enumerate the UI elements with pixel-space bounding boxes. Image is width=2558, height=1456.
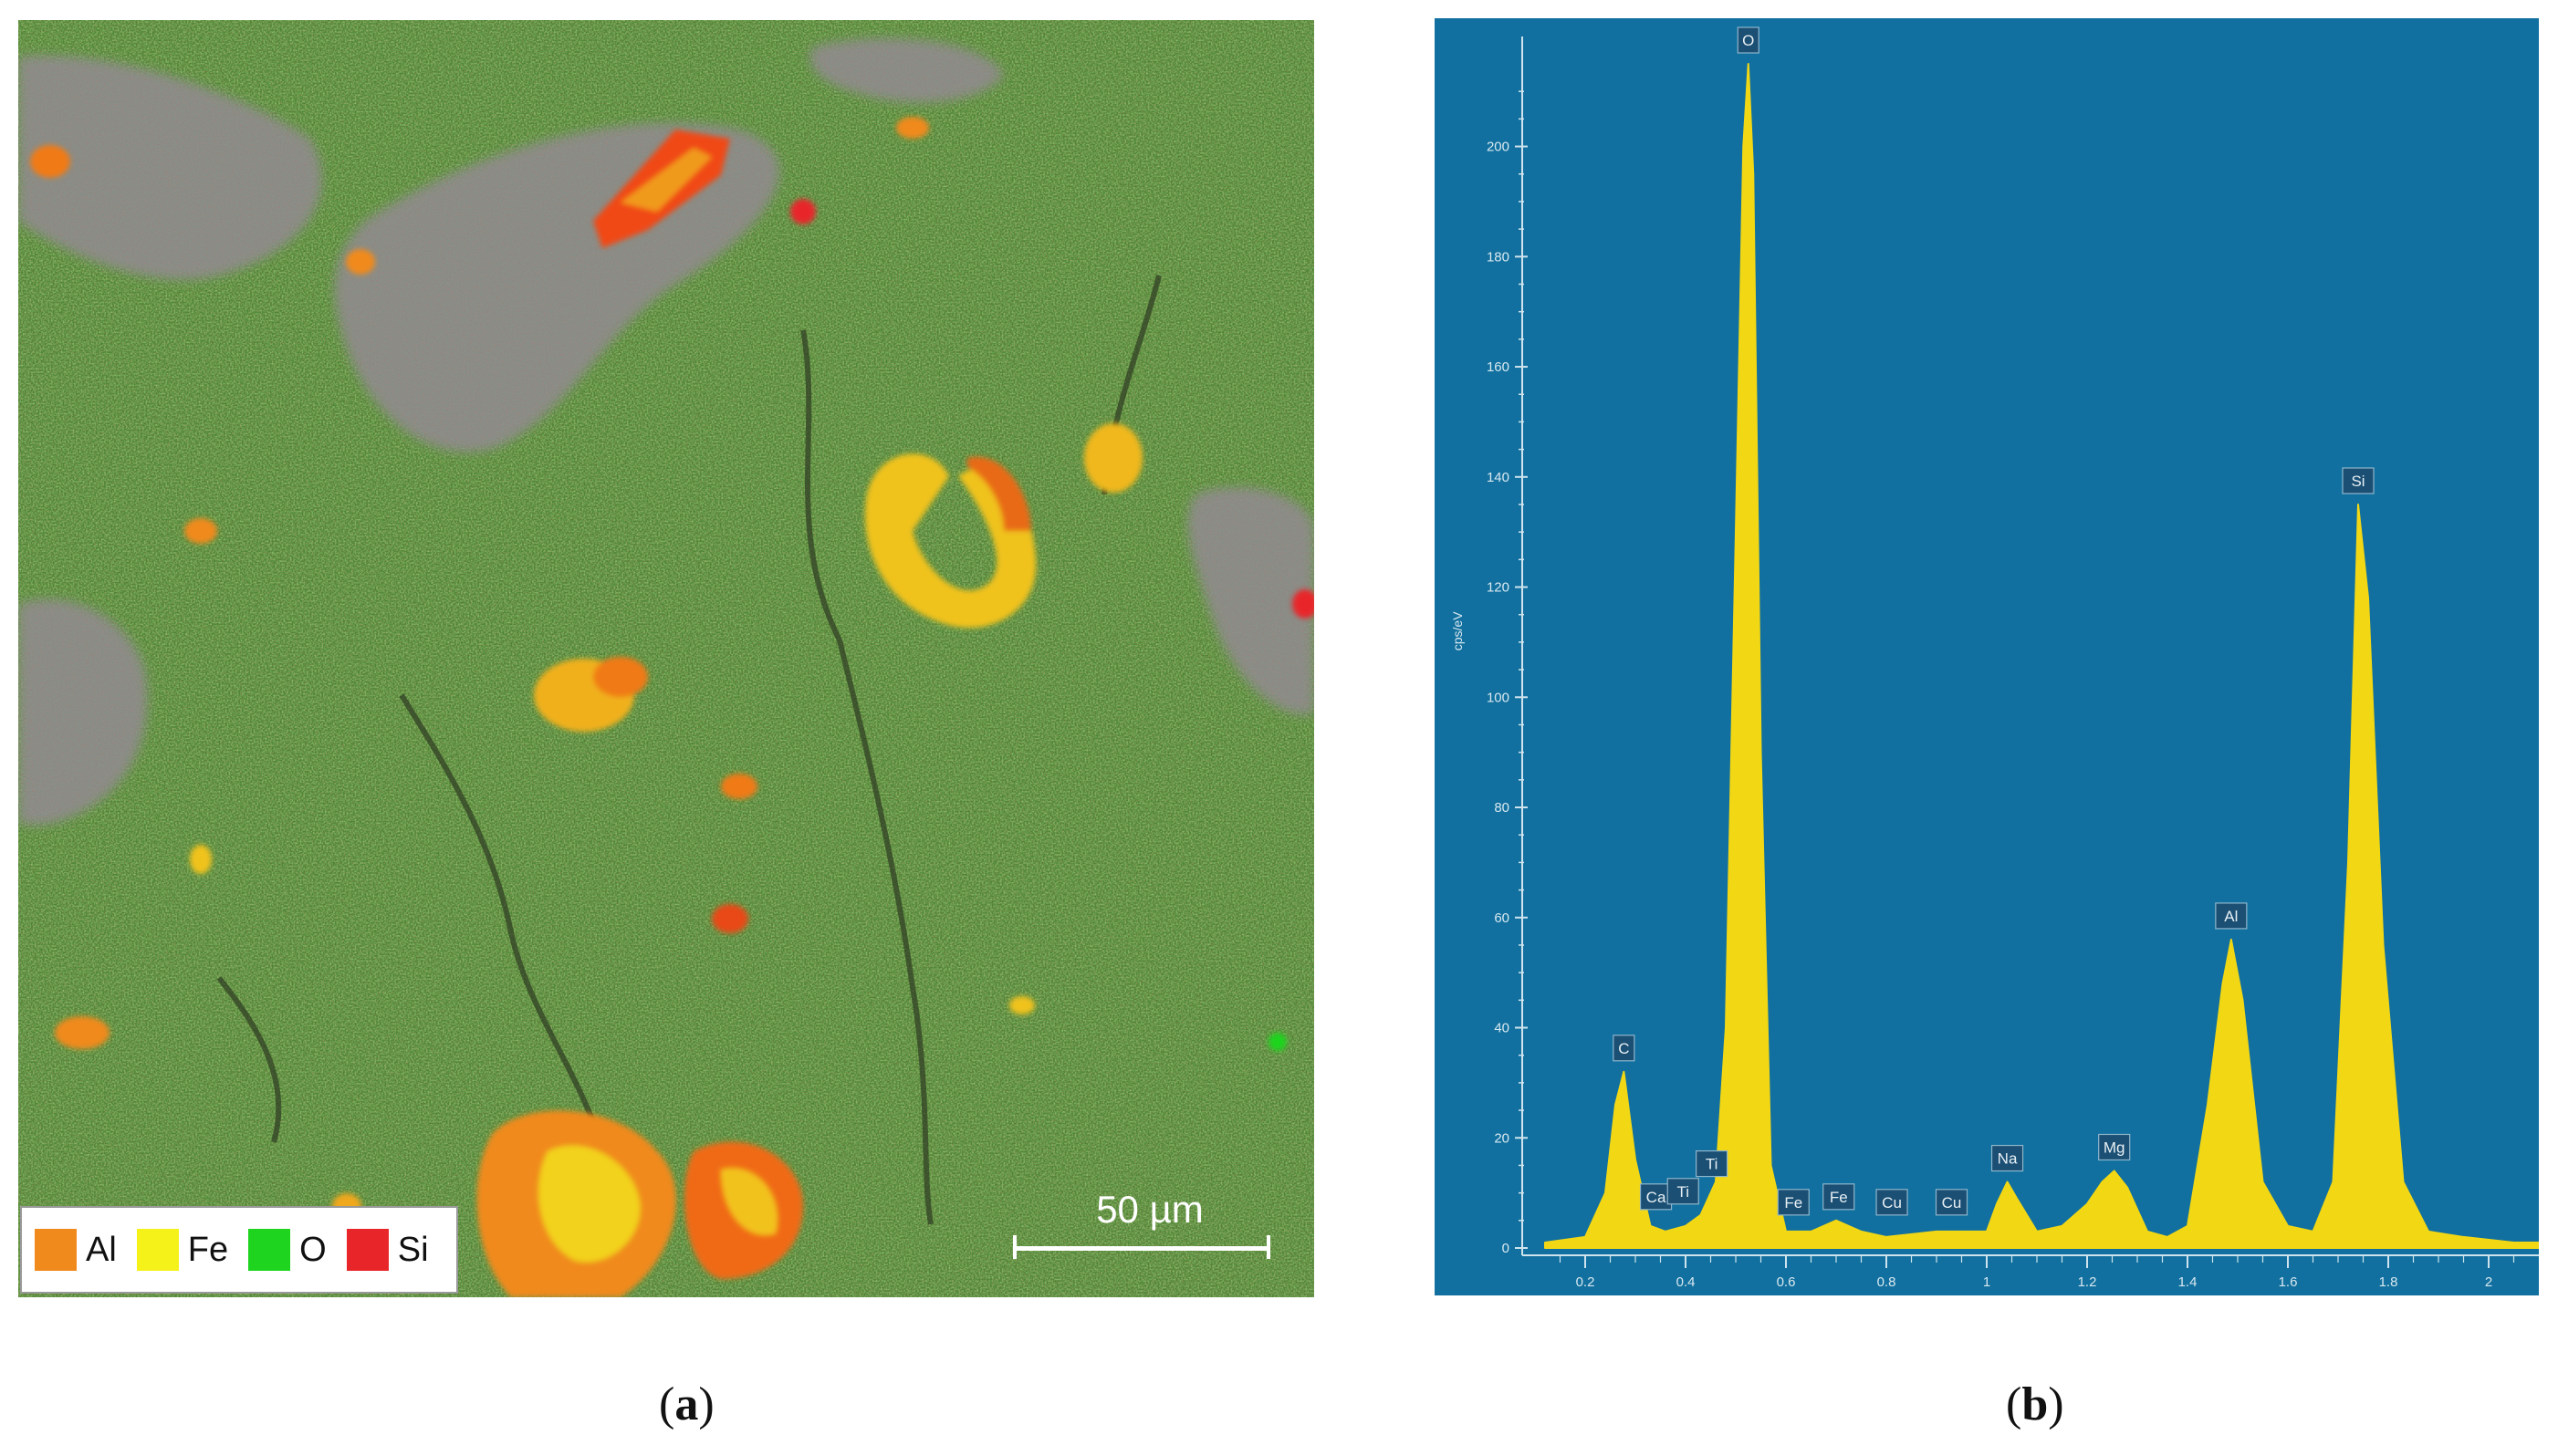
element-legend: Al Fe O Si xyxy=(20,1206,458,1294)
peak-label-box xyxy=(1613,1035,1635,1062)
peak-label: Mg xyxy=(2098,1133,2131,1161)
peak-label-box xyxy=(1777,1189,1810,1216)
peak-label: O xyxy=(1737,26,1759,54)
legend-item-o: O xyxy=(248,1229,327,1271)
peak-label-text: Fe xyxy=(1784,1194,1802,1212)
legend-swatch-al xyxy=(35,1229,77,1271)
peak-label: Fe xyxy=(1822,1183,1855,1211)
y-tick-label: 180 xyxy=(1487,249,1509,265)
elemental-map-image xyxy=(18,20,1314,1297)
peak-label-box xyxy=(1737,26,1759,54)
peak-label: Ca xyxy=(1639,1183,1673,1211)
legend-item-al: Al xyxy=(35,1229,117,1271)
peak-label: C xyxy=(1613,1035,1635,1062)
y-tick-label: 20 xyxy=(1494,1130,1509,1146)
y-tick-label: 100 xyxy=(1487,690,1509,705)
x-tick-label: 1.4 xyxy=(2178,1274,2198,1290)
legend-label-al: Al xyxy=(86,1230,117,1269)
scale-bar-line xyxy=(1013,1246,1270,1251)
legend-swatch-si xyxy=(346,1229,389,1271)
peak-label-box xyxy=(1822,1183,1855,1211)
scale-bar-tick-right xyxy=(1267,1235,1270,1259)
eds-spectrum-chart: 0 20 40 60 80 100 120 140 160 180 200 0.2 0.4 0.6 0.8 1… xyxy=(1435,18,2540,1295)
scale-bar-label: 50 µm xyxy=(1096,1188,1204,1231)
peak-label-box xyxy=(2098,1133,2131,1161)
x-tick-label: 0.2 xyxy=(1576,1274,1595,1290)
y-tick-label: 160 xyxy=(1487,359,1509,375)
y-tick-label: 80 xyxy=(1494,800,1509,816)
peak-label-text: O xyxy=(1742,32,1754,49)
peak-label: Cu xyxy=(1875,1189,1908,1216)
peak-label-text: Na xyxy=(1998,1150,2018,1168)
peak-label-box xyxy=(1666,1178,1699,1205)
peak-label-text: C xyxy=(1618,1040,1629,1057)
peak-label-text: Al xyxy=(2224,908,2238,925)
eds-spectrum-panel: 0 20 40 60 80 100 120 140 160 180 200 0.2 0.4 0.6 0.8 1… xyxy=(1435,18,2540,1295)
x-tick-label: 1 xyxy=(1983,1274,1990,1290)
y-axis-label: cps/eV xyxy=(1450,611,1465,650)
x-tick-label: 2 xyxy=(2485,1274,2492,1290)
x-tick-label: 1.8 xyxy=(2379,1274,2398,1290)
x-tick-label: 1.2 xyxy=(2078,1274,2097,1290)
peak-label: Cu xyxy=(1935,1189,1968,1216)
peak-label: Fe xyxy=(1777,1189,1810,1216)
y-tick-label: 140 xyxy=(1487,470,1509,485)
legend-label-fe: Fe xyxy=(187,1230,229,1269)
legend-item-si: Si xyxy=(346,1229,429,1271)
peak-label-text: Mg xyxy=(2104,1139,2125,1156)
peak-label: Na xyxy=(1990,1144,2024,1172)
legend-label-si: Si xyxy=(397,1230,429,1269)
peak-label-text: Ti xyxy=(1676,1183,1689,1201)
legend-label-o: O xyxy=(299,1230,327,1269)
peak-label-text: Ca xyxy=(1646,1189,1666,1206)
particles xyxy=(30,117,1314,1297)
y-tick-label: 200 xyxy=(1487,140,1509,155)
y-tick-label: 120 xyxy=(1487,580,1509,596)
x-tick-label: 0.6 xyxy=(1777,1274,1796,1290)
peak-label-text: Cu xyxy=(1882,1194,1902,1212)
caption-a: (a) xyxy=(659,1378,715,1430)
peak-label-text: Si xyxy=(2351,473,2365,490)
y-tick-label: 60 xyxy=(1494,910,1509,926)
peak-label: Si xyxy=(2342,467,2375,494)
elemental-map-panel xyxy=(18,20,1314,1297)
peak-label-box xyxy=(2342,467,2375,494)
peak-label-box xyxy=(1935,1189,1968,1216)
peak-label-box xyxy=(1696,1149,1728,1178)
peak-label-box xyxy=(2215,902,2248,930)
legend-item-fe: Fe xyxy=(136,1229,229,1271)
peak-label-text: Fe xyxy=(1830,1189,1848,1206)
caption-a-letter: a xyxy=(674,1378,699,1430)
legend-swatch-o xyxy=(248,1229,291,1271)
peak-label-box xyxy=(1639,1183,1673,1211)
x-tick-label: 0.8 xyxy=(1877,1274,1896,1290)
x-tick-label: 0.4 xyxy=(1676,1274,1696,1290)
spectrum-area xyxy=(1544,63,2540,1249)
peak-label-box xyxy=(1990,1144,2024,1172)
peak-label-box xyxy=(1875,1189,1908,1216)
peak-label: Al xyxy=(2215,902,2248,930)
peak-label: Ti xyxy=(1666,1178,1699,1205)
peak-label-text: Ti xyxy=(1706,1156,1718,1173)
peak-label-text: Cu xyxy=(1942,1194,1962,1212)
legend-swatch-fe xyxy=(136,1229,179,1271)
caption-b: (b) xyxy=(2006,1378,2064,1430)
y-tick-label: 0 xyxy=(1502,1241,1509,1256)
y-tick-label: 40 xyxy=(1494,1021,1509,1036)
x-tick-label: 1.6 xyxy=(2279,1274,2298,1290)
peak-label: Ti xyxy=(1696,1149,1728,1178)
caption-b-letter: b xyxy=(2021,1378,2049,1430)
scale-bar-tick-left xyxy=(1013,1235,1017,1259)
